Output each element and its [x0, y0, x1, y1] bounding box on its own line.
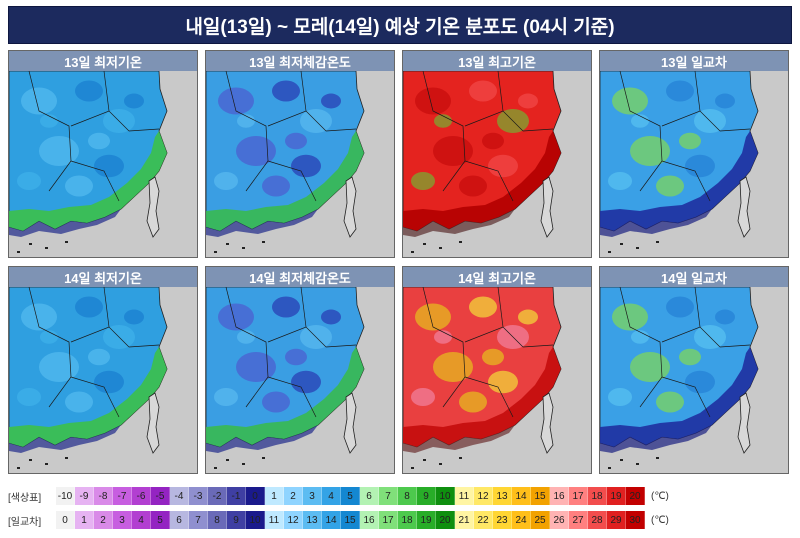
range-legend-cell: 2 [94, 511, 113, 529]
range-legend-cell: 6 [170, 511, 189, 529]
range-legend-cell: 16 [360, 511, 379, 529]
map-panel: 13일 일교차 [599, 50, 789, 258]
temperature-map [9, 71, 168, 253]
temperature-legend-cell: -9 [75, 487, 94, 505]
range-legend-cell: 7 [189, 511, 208, 529]
temperature-map [403, 287, 562, 469]
map-panel-title: 14일 일교차 [600, 267, 788, 287]
map-panel: 13일 최저기온 [8, 50, 198, 258]
map-panel-title: 13일 최저기온 [9, 51, 197, 71]
map-panel-title: 13일 최고기온 [403, 51, 591, 71]
temperature-legend-row: [색상표] -10 -9 -8 -7 -6 -5 -4 -3 -2 -1 0 1 2 3 4 5 6 7 8 9 10 1… [8, 486, 669, 506]
range-legend-cell: 19 [417, 511, 436, 529]
temperature-legend-cell: 14 [512, 487, 531, 505]
range-legend-cells: 0 1 2 3 4 5 6 7 8 9 10 11 12 13 14 15 16 17 18 19 20 21 22 23 24… [56, 511, 645, 529]
range-legend-cell: 5 [151, 511, 170, 529]
temperature-legend-cell: -8 [94, 487, 113, 505]
temperature-legend-cell: 1 [265, 487, 284, 505]
temperature-legend-cell: 2 [284, 487, 303, 505]
temperature-legend-cell: 13 [493, 487, 512, 505]
temperature-legend-cell: -6 [132, 487, 151, 505]
range-legend-cell: 15 [341, 511, 360, 529]
temperature-legend-cell: 8 [398, 487, 417, 505]
map-panel: 13일 최저체감온도 [205, 50, 395, 258]
map-panel-title: 14일 최저기온 [9, 267, 197, 287]
temperature-legend-cell: 11 [455, 487, 474, 505]
map-panel: 14일 최저기온 [8, 266, 198, 474]
range-legend-cell: 13 [303, 511, 322, 529]
temperature-map [9, 287, 168, 469]
temperature-legend-cell: -7 [113, 487, 132, 505]
range-legend-cell: 26 [550, 511, 569, 529]
range-legend-cell: 12 [284, 511, 303, 529]
map-panel-title: 13일 일교차 [600, 51, 788, 71]
temperature-legend-cell: -3 [189, 487, 208, 505]
temperature-map [206, 287, 365, 469]
range-legend-cell: 17 [379, 511, 398, 529]
temperature-legend-cell: 7 [379, 487, 398, 505]
range-legend-cell: 30 [626, 511, 645, 529]
temperature-legend-cell: 17 [569, 487, 588, 505]
temperature-legend-cell: 15 [531, 487, 550, 505]
temperature-legend-cell: 0 [246, 487, 265, 505]
range-legend-cell: 24 [512, 511, 531, 529]
map-panel: 14일 일교차 [599, 266, 789, 474]
range-legend-unit: (℃) [651, 514, 669, 526]
map-panel-title: 14일 최고기온 [403, 267, 591, 287]
temperature-legend-cell: 16 [550, 487, 569, 505]
temperature-legend-cell: 5 [341, 487, 360, 505]
map-panel: 14일 최저체감온도 [205, 266, 395, 474]
range-legend-cell: 22 [474, 511, 493, 529]
range-legend-cell: 4 [132, 511, 151, 529]
temperature-legend-cells: -10 -9 -8 -7 -6 -5 -4 -3 -2 -1 0 1 2 3 4 5 6 7 8 9 10 11 12 13 1… [56, 487, 645, 505]
range-legend-cell: 27 [569, 511, 588, 529]
range-legend-cell: 1 [75, 511, 94, 529]
range-legend-label: [일교차] [8, 516, 42, 528]
range-legend-cell: 21 [455, 511, 474, 529]
temperature-legend-cell: 19 [607, 487, 626, 505]
range-legend-cell: 20 [436, 511, 455, 529]
temperature-legend-cell: 4 [322, 487, 341, 505]
map-title: 내일(13일) ~ 모레(14일) 예상 기온 분포도 (04시 기준) [8, 6, 792, 44]
temperature-legend-cell: -10 [56, 487, 75, 505]
temperature-legend-cell: -5 [151, 487, 170, 505]
range-legend-cell: 28 [588, 511, 607, 529]
map-grid: 13일 최저기온 13일 최저체감온도 13일 최고기온 13일 일교차 14일 최저기… [8, 50, 792, 478]
range-legend-cell: 8 [208, 511, 227, 529]
temperature-legend-cell: 18 [588, 487, 607, 505]
map-panel: 14일 최고기온 [402, 266, 592, 474]
temperature-map [600, 71, 759, 253]
temperature-map [600, 287, 759, 469]
temperature-legend-unit: (℃) [651, 490, 669, 502]
temperature-legend-cell: -1 [227, 487, 246, 505]
temperature-legend-cell: 12 [474, 487, 493, 505]
range-legend-cell: 23 [493, 511, 512, 529]
temperature-legend-cell: -4 [170, 487, 189, 505]
range-legend-cell: 10 [246, 511, 265, 529]
temperature-legend-cell: 6 [360, 487, 379, 505]
temperature-map [206, 71, 365, 253]
map-panel-title: 14일 최저체감온도 [206, 267, 394, 287]
temperature-legend-cell: 3 [303, 487, 322, 505]
map-panel: 13일 최고기온 [402, 50, 592, 258]
range-legend-cell: 29 [607, 511, 626, 529]
map-panel-title: 13일 최저체감온도 [206, 51, 394, 71]
range-legend-cell: 25 [531, 511, 550, 529]
temperature-legend-cell: 10 [436, 487, 455, 505]
range-legend-row: [일교차] 0 1 2 3 4 5 6 7 8 9 10 11 12 13 14 15 16 17 18 19 20 21… [8, 510, 669, 530]
temperature-map [403, 71, 562, 253]
range-legend-cell: 18 [398, 511, 417, 529]
range-legend-cell: 3 [113, 511, 132, 529]
range-legend-cell: 9 [227, 511, 246, 529]
temperature-legend-label: [색상표] [8, 492, 42, 504]
range-legend-cell: 11 [265, 511, 284, 529]
temperature-legend-cell: 9 [417, 487, 436, 505]
temperature-legend-cell: 20 [626, 487, 645, 505]
temperature-legend-cell: -2 [208, 487, 227, 505]
range-legend-cell: 14 [322, 511, 341, 529]
range-legend-cell: 0 [56, 511, 75, 529]
color-legend: [색상표] -10 -9 -8 -7 -6 -5 -4 -3 -2 -1 0 1 2 3 4 5 6 7 8 9 10 1… [8, 486, 792, 532]
